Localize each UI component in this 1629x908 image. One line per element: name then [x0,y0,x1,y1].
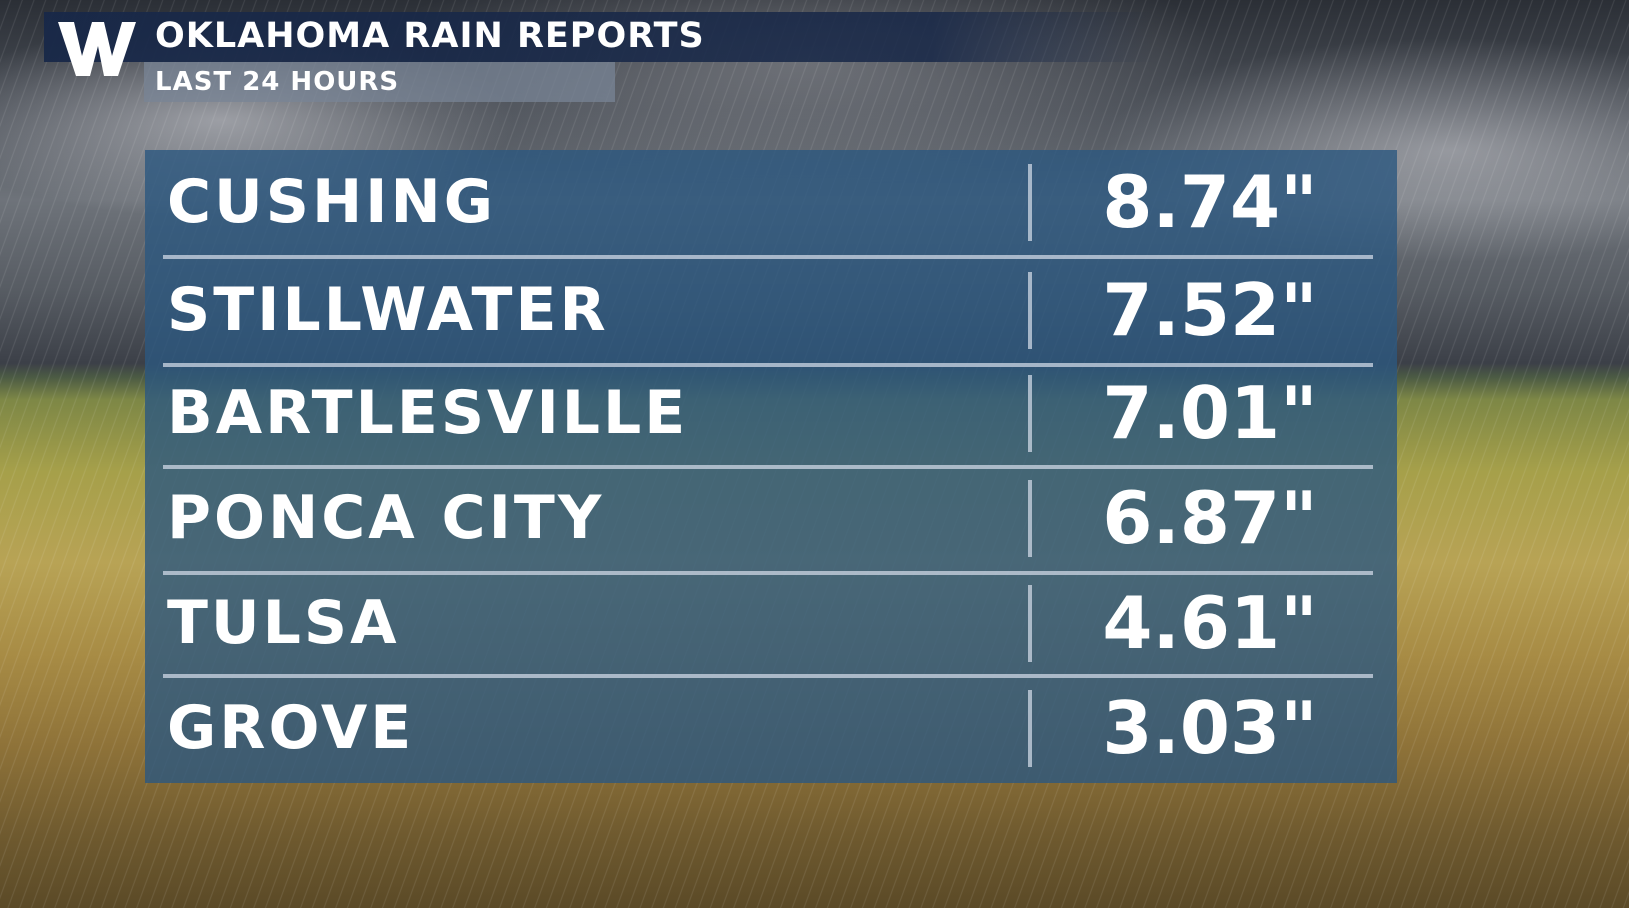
city-name: CUSHING [167,167,496,237]
page-title: OKLAHOMA RAIN REPORTS [155,16,705,56]
rain-table: CUSHING 8.74" STILLWATER 7.52" BARTLESVI… [145,150,1397,783]
row-divider [163,255,1373,259]
column-divider [1028,272,1032,349]
city-name: GROVE [167,693,415,763]
rain-total: 8.74" [1102,160,1318,244]
column-divider [1028,164,1032,241]
title-bar [44,12,1154,62]
city-name: PONCA CITY [167,483,605,553]
rain-total: 4.61" [1102,581,1318,665]
column-divider [1028,585,1032,662]
rain-total: 6.87" [1102,476,1318,560]
city-name: STILLWATER [167,275,609,345]
subtitle-bar [144,62,615,102]
column-divider [1028,375,1032,452]
table-row: GROVE 3.03" [145,676,1397,781]
city-name: TULSA [167,588,400,658]
table-row: BARTLESVILLE 7.01" [145,361,1397,466]
table-row: PONCA CITY 6.87" [145,466,1397,571]
row-divider [163,571,1373,575]
table-row: TULSA 4.61" [145,571,1397,676]
table-row: STILLWATER 7.52" [145,258,1397,363]
rain-total: 7.01" [1102,371,1318,455]
row-divider [163,363,1373,367]
column-divider [1028,690,1032,767]
page-subtitle: LAST 24 HOURS [155,67,400,97]
city-name: BARTLESVILLE [167,378,689,448]
weathernation-logo-icon [58,22,136,76]
column-divider [1028,480,1032,557]
row-divider [163,465,1373,469]
rain-total: 7.52" [1102,268,1318,352]
table-row: CUSHING 8.74" [145,150,1397,255]
row-divider [163,674,1373,678]
rain-total: 3.03" [1102,686,1318,770]
